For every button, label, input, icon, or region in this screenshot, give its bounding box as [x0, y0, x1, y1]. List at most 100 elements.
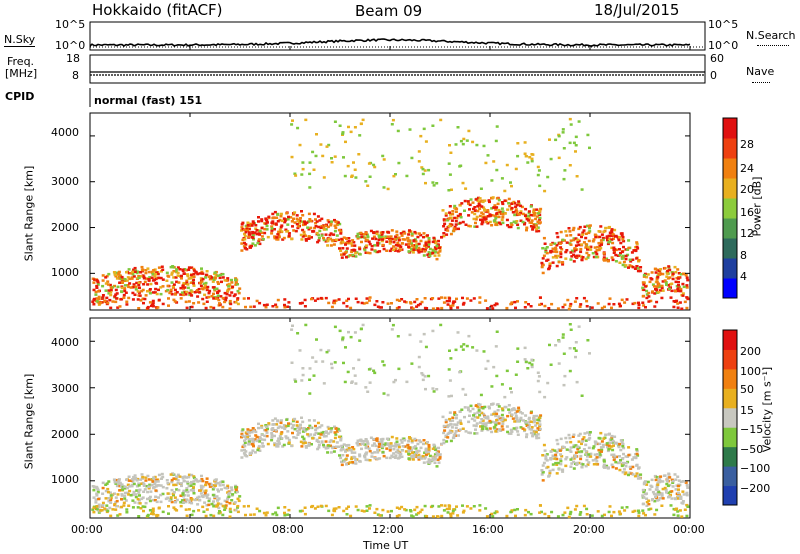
- power-cell: [562, 147, 566, 150]
- velocity-cell: [94, 498, 98, 501]
- velocity-cell: [156, 514, 160, 517]
- power-cell: [278, 218, 282, 222]
- velocity-cell: [173, 508, 177, 511]
- velocity-cell: [652, 492, 656, 496]
- velocity-cell: [471, 407, 475, 411]
- colorbar-segment: [723, 368, 737, 389]
- power-cell: [629, 260, 633, 263]
- power-cell: [407, 245, 411, 249]
- power-cell: [446, 219, 450, 222]
- velocity-cell: [559, 462, 563, 466]
- power-cell: [547, 307, 551, 310]
- power-cell: [154, 287, 158, 291]
- power-cell: [655, 268, 659, 271]
- velocity-cell: [514, 414, 518, 418]
- power-cell: [431, 297, 435, 300]
- power-cell: [366, 184, 370, 187]
- velocity-cell: [261, 444, 265, 448]
- velocity-cell: [141, 475, 145, 479]
- velocity-cell: [258, 436, 262, 439]
- velocity-cell: [594, 462, 598, 466]
- power-cell: [486, 154, 490, 157]
- power-cell: [104, 276, 108, 279]
- power-cell: [155, 271, 159, 274]
- power-cell: [507, 202, 511, 205]
- velocity-cell: [555, 457, 559, 461]
- velocity-cell: [680, 515, 684, 518]
- velocity-cell: [183, 475, 187, 478]
- power-cell: [572, 238, 576, 242]
- power-cell: [350, 175, 354, 178]
- power-cell: [356, 237, 360, 240]
- power-cell: [424, 140, 428, 143]
- power-cell: [606, 259, 610, 263]
- power-cell: [582, 241, 586, 244]
- velocity-cell: [484, 422, 488, 425]
- velocity-cell: [469, 431, 472, 435]
- velocity-cell: [427, 452, 430, 455]
- power-cell: [614, 234, 618, 238]
- power-cell: [120, 275, 124, 279]
- power-cell: [290, 220, 294, 223]
- power-cell: [234, 283, 238, 286]
- velocity-cell: [415, 513, 419, 516]
- velocity-cell: [295, 420, 299, 424]
- velocity-cell: [377, 441, 381, 444]
- velocity-cell: [95, 494, 99, 497]
- velocity-cell: [166, 496, 170, 500]
- velocity-cell: [442, 441, 446, 445]
- power-cell: [330, 305, 334, 309]
- power-cell: [301, 167, 305, 171]
- velocity-cell: [527, 416, 531, 420]
- power-cell: [524, 207, 528, 211]
- velocity-cell: [609, 441, 613, 444]
- power-cell: [562, 177, 566, 181]
- velocity-cell: [493, 410, 497, 414]
- velocity-cell: [477, 409, 481, 412]
- power-cell: [295, 214, 299, 217]
- power-cell: [676, 306, 680, 309]
- velocity-cell: [501, 408, 505, 412]
- velocity-cell: [622, 452, 625, 456]
- power-cell: [301, 228, 305, 232]
- power-cell: [120, 297, 124, 301]
- power-cell: [151, 291, 155, 294]
- velocity-cell: [338, 429, 342, 432]
- power-cell: [245, 227, 249, 231]
- velocity-cell: [260, 442, 264, 445]
- power-cbar-tick-16: 16: [740, 206, 754, 219]
- velocity-cell: [260, 424, 264, 428]
- velocity-cell: [533, 418, 536, 421]
- velocity-cell: [345, 463, 348, 466]
- power-cell: [293, 211, 297, 214]
- velocity-cell: [407, 440, 411, 443]
- power-cell: [246, 224, 250, 227]
- power-cell: [556, 254, 560, 258]
- velocity-cell: [381, 450, 385, 454]
- power-cell: [592, 255, 596, 259]
- power-cell: [495, 302, 499, 306]
- velocity-cell: [584, 464, 588, 468]
- power-cell: [153, 268, 157, 271]
- velocity-cell: [132, 482, 136, 486]
- velocity-cell: [333, 509, 337, 513]
- velocity-cell: [150, 478, 154, 482]
- noise-series: [89, 38, 705, 48]
- power-cell: [175, 268, 179, 271]
- power-cell: [606, 242, 610, 246]
- velocity-cell: [490, 403, 493, 406]
- velocity-cell: [623, 509, 627, 512]
- power-cell: [567, 307, 571, 311]
- power-cell: [578, 225, 582, 229]
- power-cell: [599, 225, 603, 228]
- velocity-cell: [557, 468, 561, 471]
- power-cell: [482, 216, 486, 219]
- velocity-cell: [582, 504, 586, 508]
- power-cell: [527, 214, 531, 218]
- power-cell: [554, 254, 558, 258]
- power-cell: [276, 213, 280, 216]
- velocity-cell: [607, 444, 611, 447]
- power-cell: [402, 230, 406, 234]
- power-cell: [588, 224, 592, 227]
- power-cell: [575, 297, 579, 300]
